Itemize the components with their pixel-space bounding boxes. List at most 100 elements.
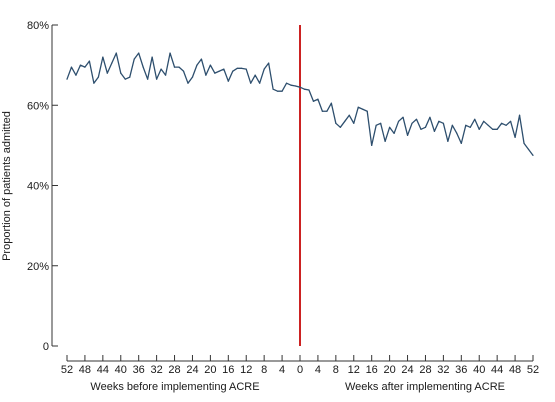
data-point <box>438 120 440 122</box>
data-point <box>187 82 189 84</box>
data-point <box>469 126 471 128</box>
data-point <box>129 76 131 78</box>
data-point <box>348 114 350 116</box>
data-point <box>227 80 229 82</box>
data-point <box>66 78 68 80</box>
data-point <box>460 142 462 144</box>
data-point <box>393 132 395 134</box>
x-tick-label: 52 <box>527 364 539 376</box>
data-point <box>84 66 86 68</box>
data-point <box>312 100 315 102</box>
x-tick-label: 40 <box>473 364 485 376</box>
data-point <box>272 88 274 90</box>
data-point <box>523 142 525 144</box>
x-tick-label: 8 <box>333 364 339 376</box>
data-point <box>169 52 171 54</box>
data-point <box>232 70 234 72</box>
data-point <box>447 140 449 142</box>
data-point <box>250 82 252 84</box>
data-point <box>285 82 288 84</box>
data-point <box>164 74 167 76</box>
data-point <box>429 116 431 118</box>
x-tick-label: 24 <box>186 364 198 376</box>
points-layer <box>66 52 534 157</box>
data-point <box>339 126 341 128</box>
data-point <box>106 72 108 74</box>
data-point <box>380 122 382 124</box>
data-point <box>451 124 453 126</box>
data-point <box>514 136 516 138</box>
x-tick-label: 16 <box>366 364 378 376</box>
data-point <box>142 66 144 68</box>
data-point <box>151 56 153 58</box>
data-point <box>402 116 404 118</box>
data-point <box>276 90 279 92</box>
data-point <box>115 52 117 54</box>
data-point <box>138 52 140 54</box>
x-tick-label: 20 <box>383 364 395 376</box>
data-point <box>281 90 283 92</box>
data-point <box>335 122 337 124</box>
data-point <box>124 78 126 80</box>
data-point <box>518 114 521 116</box>
data-point <box>321 110 324 112</box>
data-point <box>483 120 485 122</box>
y-tick-label: 40% <box>27 181 49 193</box>
segment-label-before: Weeks before implementing ACRE <box>90 381 259 393</box>
data-point <box>133 58 135 60</box>
data-point <box>375 124 377 126</box>
x-tick-label: 0 <box>297 364 303 376</box>
data-point <box>245 68 247 70</box>
data-point <box>93 82 95 84</box>
x-tick-label: 32 <box>150 364 162 376</box>
x-tick-label: 36 <box>455 364 467 376</box>
data-point <box>97 76 99 78</box>
data-point <box>241 67 243 69</box>
x-tick-label: 12 <box>240 364 252 376</box>
x-tick-label: 24 <box>401 364 413 376</box>
data-point <box>344 120 346 122</box>
data-point <box>384 140 386 142</box>
data-point <box>178 66 180 68</box>
x-tick-label: 12 <box>348 364 360 376</box>
segment-label-after: Weeks after implementing ACRE <box>345 381 505 393</box>
data-point <box>353 122 355 124</box>
data-point <box>456 132 458 134</box>
data-point <box>236 67 238 69</box>
x-tick-label: 4 <box>279 364 285 376</box>
data-point <box>120 72 122 74</box>
data-point <box>75 74 77 76</box>
data-point <box>263 68 265 70</box>
data-point <box>205 74 207 76</box>
x-tick-label: 52 <box>61 364 73 376</box>
data-point <box>317 98 319 100</box>
data-point <box>415 118 418 120</box>
x-tick-label: 20 <box>204 364 216 376</box>
data-point <box>527 148 530 150</box>
data-point <box>366 110 368 112</box>
data-point <box>532 154 534 157</box>
data-point <box>474 118 476 120</box>
data-point <box>326 110 328 112</box>
data-point <box>501 122 503 124</box>
x-tick-label: 44 <box>97 364 109 376</box>
data-point <box>397 120 400 122</box>
data-point <box>70 66 73 68</box>
data-point <box>182 70 185 72</box>
data-point <box>259 82 261 84</box>
data-point <box>111 62 113 64</box>
x-tick-label: 28 <box>168 364 180 376</box>
x-tick-label: 48 <box>79 364 91 376</box>
data-point <box>200 58 203 60</box>
data-point <box>371 144 373 146</box>
data-point <box>420 128 422 130</box>
data-point <box>389 126 391 128</box>
x-tick-label: 16 <box>222 364 234 376</box>
data-point <box>496 128 498 130</box>
data-point <box>294 85 297 87</box>
data-point <box>290 84 292 86</box>
x-tick-label: 32 <box>437 364 449 376</box>
y-ticks-layer: 0 20% 40% 60% 80% <box>27 20 58 353</box>
